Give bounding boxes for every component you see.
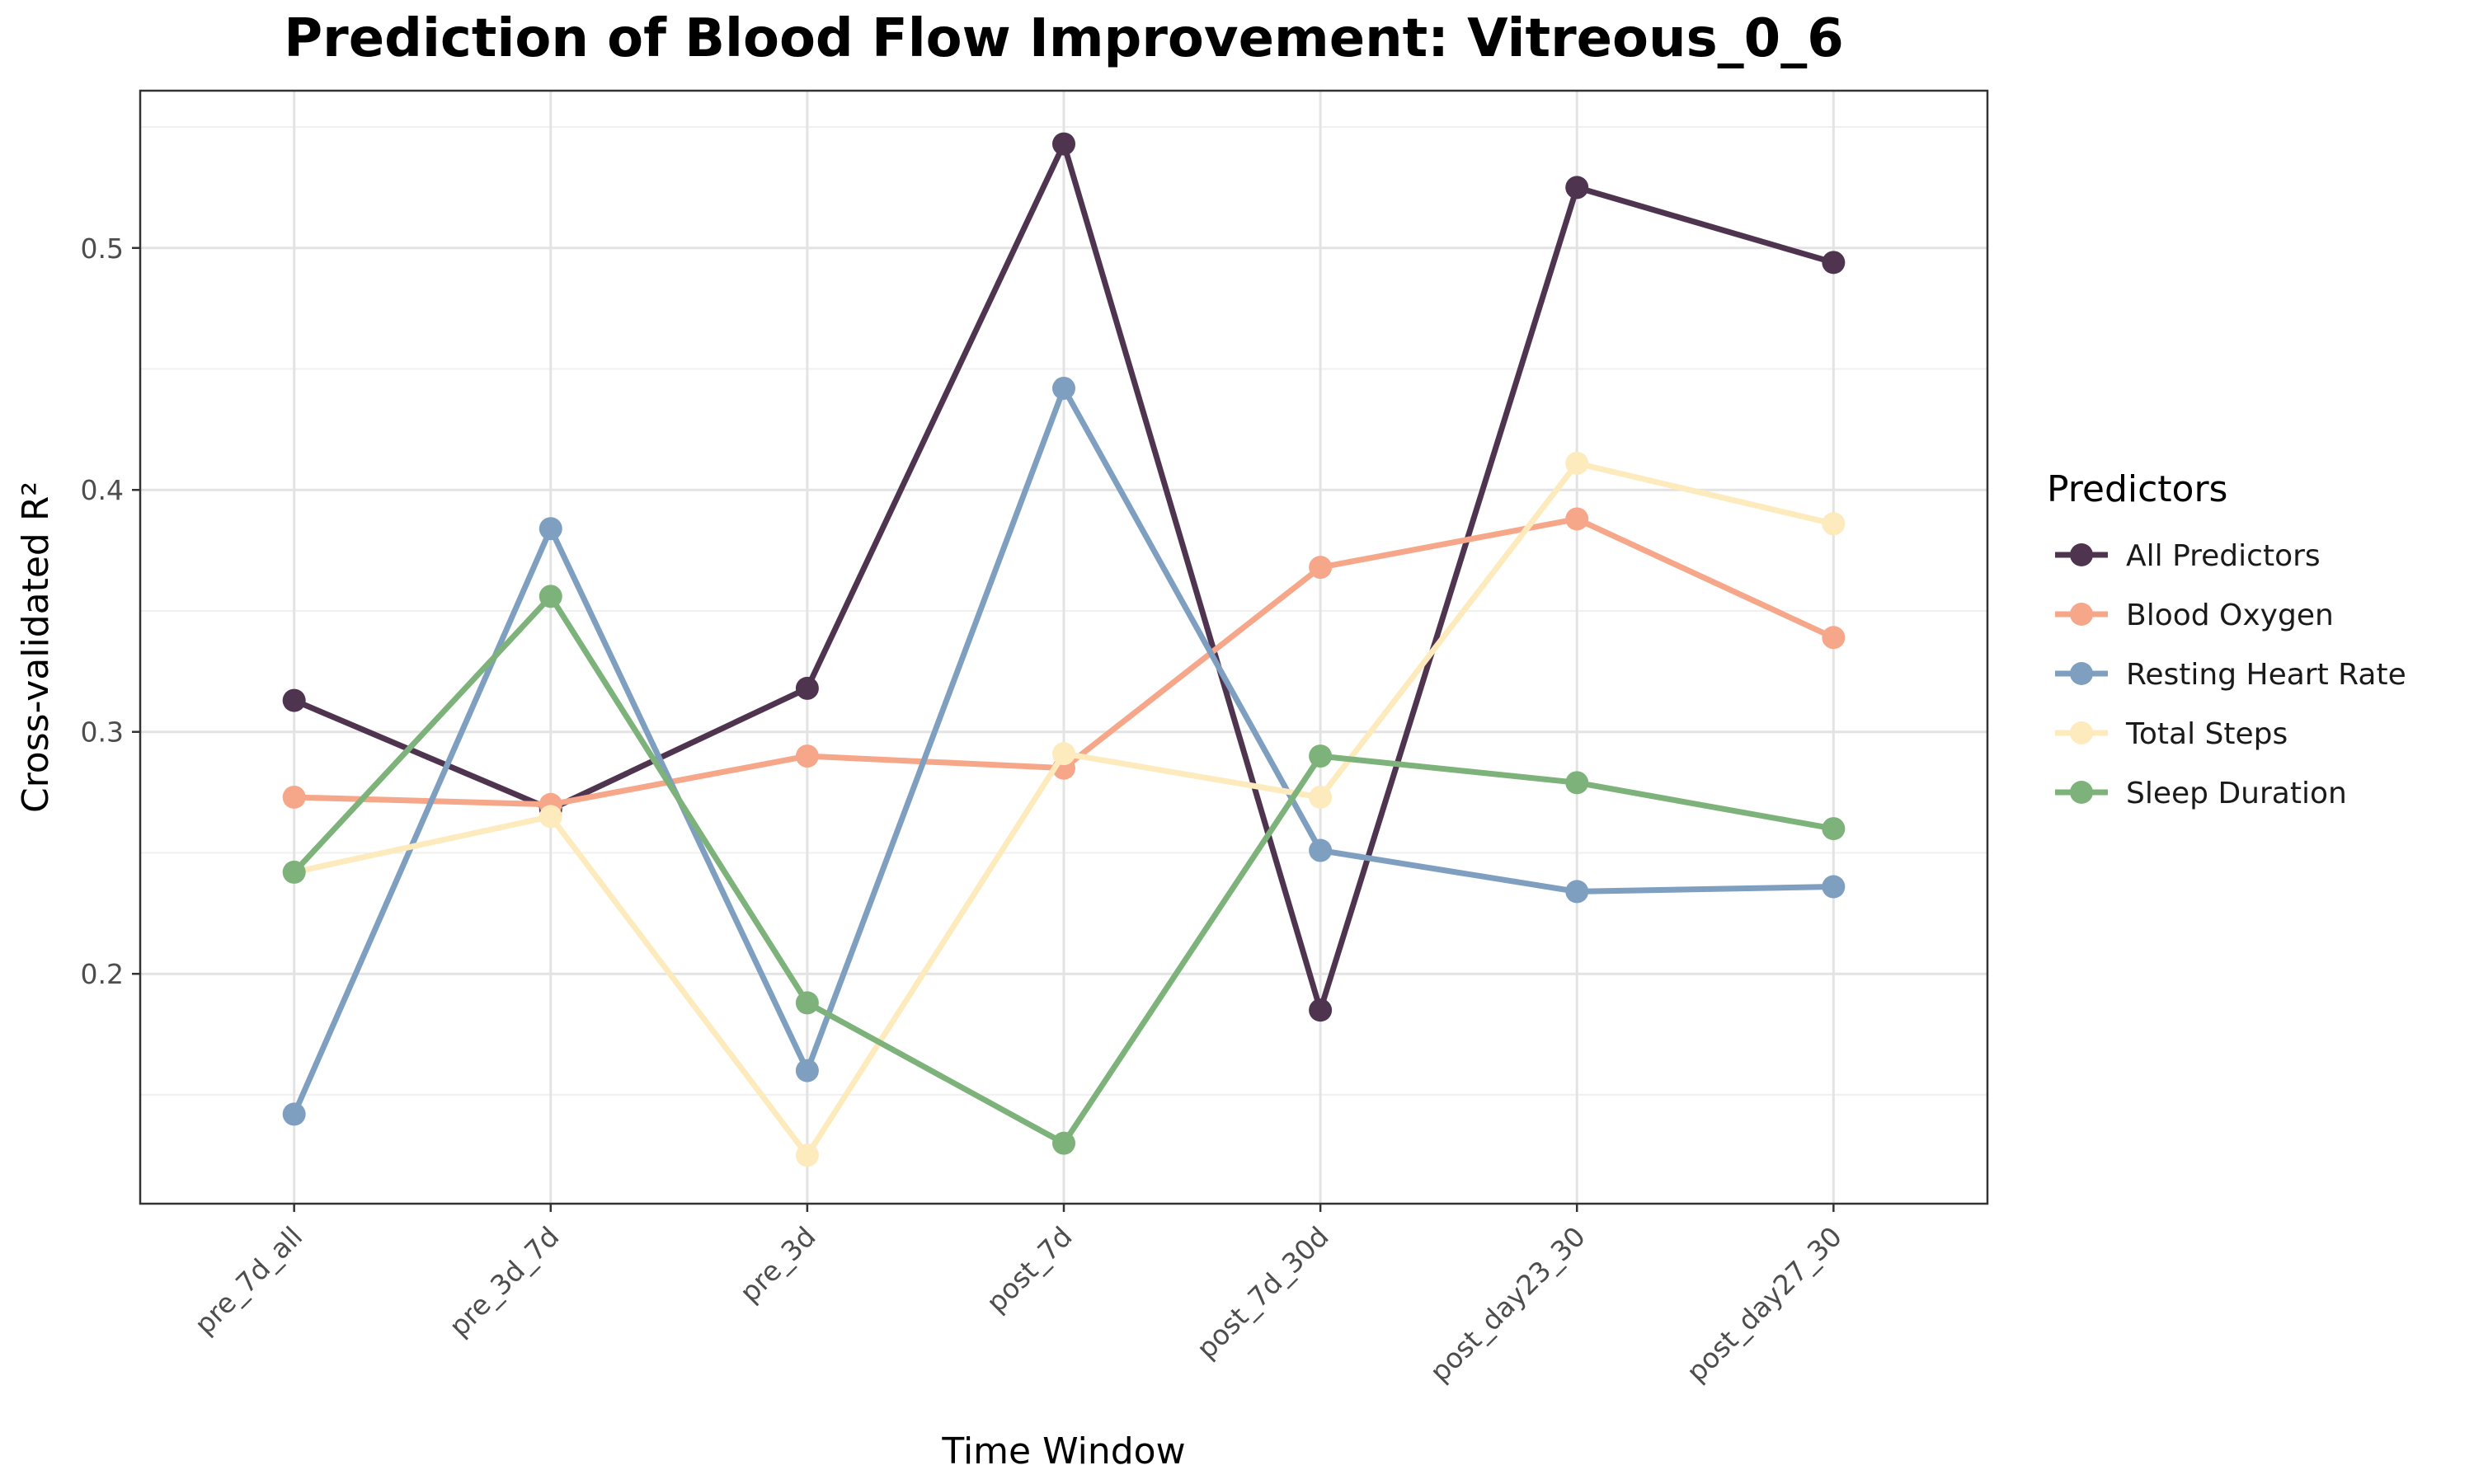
legend-label-4: Sleep Duration bbox=[2126, 777, 2347, 810]
series-0-point-0 bbox=[282, 688, 306, 712]
chart-title: Prediction of Blood Flow Improvement: Vi… bbox=[284, 8, 1843, 69]
series-0-point-6 bbox=[1822, 251, 1846, 275]
series-4-point-2 bbox=[795, 991, 819, 1015]
y-tick-label-1: 0.3 bbox=[81, 716, 124, 749]
series-4-point-1 bbox=[539, 585, 562, 608]
legend: Predictors All Predictors Blood Oxygen Res… bbox=[2047, 468, 2406, 810]
legend-key-point-0 bbox=[2070, 543, 2093, 566]
legend-label-3: Total Steps bbox=[2125, 717, 2288, 751]
series-1-point-2 bbox=[795, 744, 819, 768]
series-4-point-5 bbox=[1565, 771, 1589, 795]
series-2-point-5 bbox=[1565, 880, 1589, 904]
series-3-point-2 bbox=[795, 1144, 819, 1167]
series-3-point-1 bbox=[539, 805, 562, 829]
series-1-point-4 bbox=[1309, 556, 1333, 580]
series-2-point-2 bbox=[795, 1059, 819, 1082]
series-3-point-4 bbox=[1309, 785, 1333, 809]
series-4-point-4 bbox=[1309, 744, 1333, 768]
y-tick-label-3: 0.5 bbox=[81, 232, 124, 265]
series-2-point-3 bbox=[1052, 376, 1075, 400]
series-0-point-2 bbox=[795, 676, 819, 700]
x-axis-title: Time Window bbox=[941, 1430, 1185, 1472]
series-3-point-3 bbox=[1052, 742, 1075, 766]
series-2-point-6 bbox=[1822, 875, 1846, 899]
series-2-point-0 bbox=[282, 1102, 306, 1126]
legend-label-2: Resting Heart Rate bbox=[2126, 658, 2406, 692]
series-1-point-5 bbox=[1565, 507, 1589, 531]
legend-label-0: All Predictors bbox=[2126, 539, 2321, 573]
series-4-point-0 bbox=[282, 860, 306, 884]
series-2-point-4 bbox=[1309, 838, 1333, 862]
series-0-point-5 bbox=[1565, 176, 1589, 200]
y-tick-label-0: 0.2 bbox=[81, 958, 124, 990]
legend-title: Predictors bbox=[2047, 468, 2227, 510]
legend-key-point-4 bbox=[2070, 781, 2093, 804]
series-2-point-1 bbox=[539, 517, 562, 541]
series-group bbox=[282, 132, 1846, 1167]
series-3-point-6 bbox=[1822, 512, 1846, 536]
series-1-point-6 bbox=[1822, 626, 1846, 650]
legend-key-point-2 bbox=[2070, 662, 2093, 685]
series-0-point-4 bbox=[1309, 998, 1333, 1022]
series-0-point-3 bbox=[1052, 132, 1075, 156]
series-4-point-6 bbox=[1822, 817, 1846, 841]
y-tick-label-2: 0.4 bbox=[81, 474, 124, 506]
series-1-point-0 bbox=[282, 785, 306, 809]
legend-label-1: Blood Oxygen bbox=[2126, 599, 2334, 632]
legend-key-point-3 bbox=[2070, 721, 2093, 744]
y-axis-title: Cross-validated R² bbox=[15, 481, 57, 813]
legend-key-point-1 bbox=[2070, 603, 2093, 626]
series-4-point-3 bbox=[1052, 1131, 1075, 1155]
series-3-point-5 bbox=[1565, 451, 1589, 475]
